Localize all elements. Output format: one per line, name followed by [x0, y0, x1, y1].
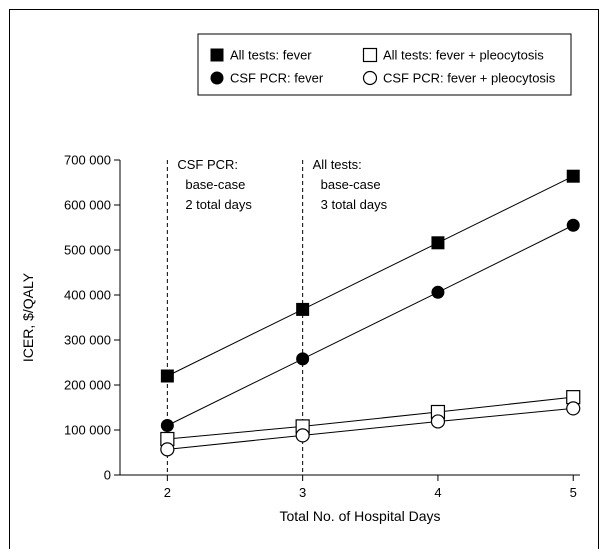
annotation-text-line: 3 total days [321, 197, 388, 212]
legend-label: All tests: fever [230, 48, 312, 63]
legend-box [197, 33, 572, 96]
filled-square-point [431, 236, 445, 250]
y-tick-label: 300 000 [64, 333, 111, 348]
y-tick-label: 600 000 [64, 198, 111, 213]
open-circle-point [295, 428, 310, 443]
y-axis-title: ICER, $/QALY [20, 272, 36, 362]
axes: 0 100 000 200 000 300 000 400 000 500 000 600 … [20, 153, 580, 524]
filled-circle-point [296, 352, 310, 366]
figure-frame [9, 9, 599, 549]
y-tick-label: 200 000 [64, 378, 111, 393]
series-line [167, 224, 574, 426]
legend-label: CSF PCR: fever [230, 71, 324, 86]
y-tick-label: 100 000 [64, 423, 111, 438]
filled-circle-point [566, 218, 580, 232]
filled-square-point [296, 302, 310, 316]
y-tick-label: 0 [104, 468, 111, 483]
filled-circle-point [431, 285, 445, 299]
legend-marker [362, 47, 378, 63]
series-layer [160, 169, 581, 457]
legend: All tests: fever CSF PCR: fever All tests:… [197, 33, 572, 96]
open-circle-point [430, 414, 446, 429]
annotation-text-line: All tests: [313, 157, 362, 172]
legend-marker [210, 48, 224, 62]
annotation-text-line: base-case [185, 177, 245, 192]
y-tick-label: 700 000 [64, 153, 111, 168]
x-tick-label: 3 [299, 485, 306, 500]
open-circle-point [566, 401, 581, 416]
annotation-text-line: base-case [321, 177, 381, 192]
series-line [167, 175, 574, 377]
annotations: CSF PCR: base-case 2 total days All tests: b… [166, 157, 388, 475]
x-axis-title: Total No. of Hospital Days [279, 508, 440, 524]
x-tick-label: 5 [570, 485, 577, 500]
x-tick-label: 4 [434, 485, 441, 500]
open-circle-point [160, 442, 175, 457]
legend-marker [210, 71, 224, 85]
y-tick-label: 400 000 [64, 288, 111, 303]
legend-label: All tests: fever + pleocytosis [383, 48, 544, 63]
series-line [167, 396, 574, 440]
filled-square-point [160, 369, 174, 383]
legend-label: CSF PCR: fever + pleocytosis [383, 71, 556, 86]
legend-marker [362, 70, 378, 86]
filled-circle-point [160, 419, 174, 432]
annotation-text-line: CSF PCR: [177, 157, 238, 172]
y-tick-label: 500 000 [64, 243, 111, 258]
x-tick-label: 2 [164, 485, 171, 500]
filled-square-point [566, 169, 580, 183]
series-line [167, 407, 574, 450]
annotation-text-line: 2 total days [185, 197, 252, 212]
